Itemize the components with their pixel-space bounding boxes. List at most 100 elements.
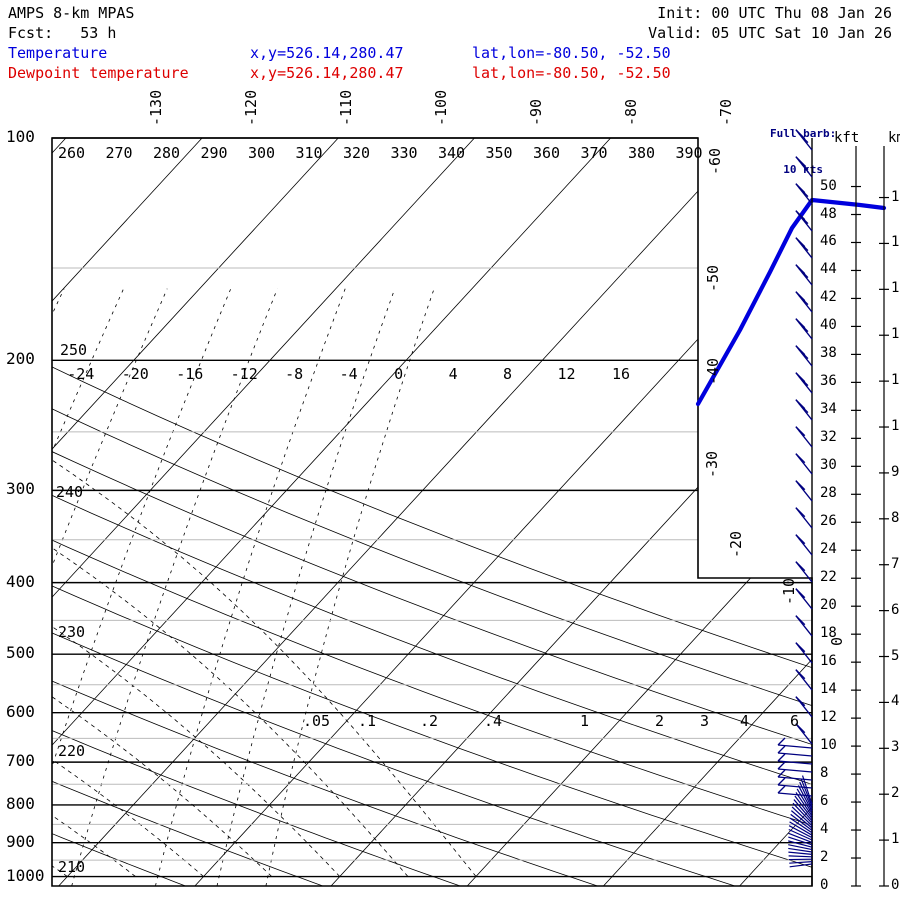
kft-tick-label: 20 — [820, 597, 837, 614]
kft-tick-label: 8 — [820, 765, 829, 782]
full-barb-legend-line1: Full barb: — [770, 127, 837, 140]
km-tick-label: 3. — [891, 739, 900, 756]
isotherm-top-label: -120 — [242, 89, 260, 126]
km-tick-label: 14. — [891, 234, 900, 251]
kft-tick-label: 4 — [820, 821, 829, 838]
temperature-tick-label: 8 — [503, 365, 513, 384]
temperature-tick-label: 4 — [448, 365, 458, 384]
isotherm-right-label: -30 — [703, 450, 721, 478]
kft-tick-label: 24 — [820, 541, 837, 558]
theta-tick-label: 340 — [438, 144, 466, 162]
isotherm — [58, 138, 748, 886]
pressure-tick-label: 100 — [6, 127, 35, 146]
theta-left-label: 210 — [58, 858, 86, 876]
isotherm — [603, 138, 812, 886]
kft-tick-label: 38 — [820, 345, 837, 362]
kft-axis-header: kft — [834, 130, 860, 146]
theta-left-label: 230 — [58, 623, 86, 641]
kft-tick-label: 46 — [820, 233, 837, 250]
dry-adiabat — [52, 156, 812, 886]
mixing-ratio-line — [71, 288, 278, 886]
theta-tick-label: 320 — [343, 144, 371, 162]
plot-area — [0, 138, 812, 886]
forecast-hour: Fcst: 53 h — [8, 24, 117, 42]
pressure-tick-label: 900 — [6, 831, 35, 851]
dry-adiabat — [52, 156, 323, 886]
dry-adiabat — [52, 156, 812, 886]
valid-time: Valid: 05 UTC Sat 10 Jan 26 — [648, 24, 892, 42]
isotherm — [52, 138, 67, 886]
theta-tick-label: 290 — [200, 144, 228, 162]
temperature-xy: x,y=526.14,280.47 — [250, 44, 404, 62]
dewpoint-xy: x,y=526.14,280.47 — [250, 64, 404, 82]
mixing-ratio-line — [216, 288, 396, 886]
kft-tick-label: 10 — [820, 737, 837, 754]
dry-adiabat — [52, 156, 812, 886]
moist-adiabat — [52, 138, 409, 877]
mixing-ratio-label: .1 — [358, 712, 377, 730]
pressure-tick-label: 1000 — [6, 865, 45, 885]
dry-adiabat — [52, 156, 186, 886]
isotherm-top-label: -90 — [527, 98, 545, 126]
dewpoint-latlon: lat,lon=-80.50, -52.50 — [472, 64, 671, 82]
theta-tick-label: 260 — [58, 144, 86, 162]
kft-tick-label: 2 — [820, 849, 829, 866]
isotherm-right-label: 0 — [828, 636, 846, 646]
km-tick-label: 13. — [891, 280, 900, 297]
isotherm-right-label: -20 — [727, 530, 745, 558]
temperature-trace-upper — [695, 197, 887, 407]
dry-adiabat — [52, 156, 461, 886]
kft-tick-label: 40 — [820, 317, 837, 334]
kft-tick-label: 16 — [820, 653, 837, 670]
pressure-tick-label: 800 — [6, 793, 35, 813]
km-tick-label: 7. — [891, 555, 900, 572]
kft-tick-label: 18 — [820, 625, 837, 642]
pressure-tick-label: 500 — [6, 643, 35, 663]
mixing-ratio-label: .2 — [420, 712, 439, 730]
isotherm-top-label: -70 — [717, 98, 735, 126]
kft-tick-label: 26 — [820, 513, 837, 530]
moist-adiabat — [52, 138, 341, 877]
km-tick-label: 9. — [891, 463, 900, 480]
wind-barb-group — [777, 129, 813, 868]
km-tick-label: 10. — [891, 418, 900, 435]
full-barb-legend: Full barb: 10 kts — [770, 104, 836, 188]
kft-tick-label: 48 — [820, 205, 837, 222]
plot-frame — [51, 137, 813, 887]
temperature-tick-label: -24 — [67, 365, 95, 384]
theta-tick-label: 280 — [153, 144, 181, 162]
km-tick-label: 12. — [891, 326, 900, 343]
model-title: AMPS 8-km MPAS — [8, 4, 135, 22]
theta-tick-label: 370 — [580, 144, 608, 162]
theta-tick-label: 330 — [390, 144, 418, 162]
km-tick-label: 15. — [891, 188, 900, 205]
mixing-ratio-line — [155, 288, 346, 886]
kft-tick-label: 12 — [820, 709, 837, 726]
init-time: Init: 00 UTC Thu 08 Jan 26 — [657, 4, 892, 22]
km-tick-label: 0. — [891, 877, 900, 893]
temperature-tick-label: 16 — [612, 365, 631, 384]
mixing-ratio-line — [52, 288, 168, 886]
km-tick-label: 6. — [891, 601, 900, 618]
isotherm-right-label: -10 — [780, 577, 798, 605]
dry-adiabat — [52, 156, 598, 886]
mixing-ratio-line — [52, 288, 232, 886]
mixing-ratio-label: .05 — [303, 712, 331, 730]
km-tick-label: 5. — [891, 647, 900, 664]
temperature-tick-label: -12 — [230, 365, 258, 384]
mixing-ratio-label: 3 — [700, 712, 710, 730]
dry-adiabat — [0, 157, 48, 886]
temperature-tick-label: 0 — [394, 365, 404, 384]
temperature-tick-label: -16 — [176, 365, 204, 384]
isotherm-top-label: -80 — [622, 98, 640, 126]
kft-tick-label: 32 — [820, 429, 837, 446]
theta-tick-label: 390 — [675, 144, 703, 162]
temperature-tick-label: -20 — [121, 365, 149, 384]
isotherm-top-label: -110 — [337, 89, 355, 126]
mixing-ratio-label: 6 — [790, 712, 800, 730]
kft-tick-label: 50 — [820, 177, 837, 194]
isotherm-right-label: -60 — [706, 147, 724, 175]
pressure-tick-label: 300 — [6, 479, 35, 499]
mixing-ratio-label: 2 — [655, 712, 665, 730]
